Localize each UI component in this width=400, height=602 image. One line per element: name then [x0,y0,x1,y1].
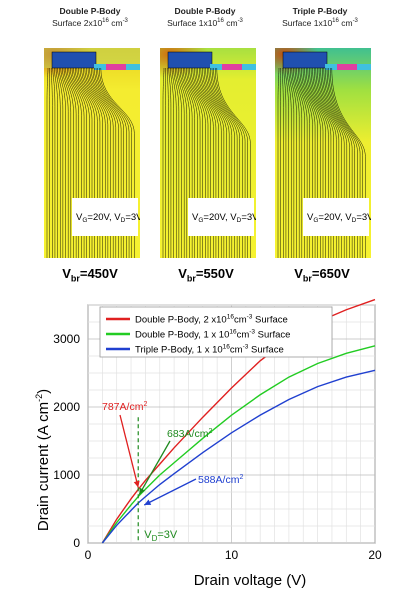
vd-label: VD=3V [144,529,178,543]
y-tick-label: 3000 [53,332,80,346]
panel-2-title: Double P-Body Surface 1x1016 cm-3 [155,6,255,28]
panel-3-title: Triple P-Body Surface 1x1016 cm-3 [270,6,370,28]
annotation-label-2: 683A/cm2 [167,428,212,440]
vbr-label-2: Vbr=550V [178,266,234,284]
vbr-label-3: Vbr=650V [294,266,350,284]
x-tick-label: 20 [368,548,382,562]
y-axis-label: Drain current (A cm-2) [34,389,52,531]
arrow-head [133,480,140,488]
panel-2-surface: Surface 1x1016 cm-3 [167,17,243,28]
annotation-arrow-2 [138,440,171,495]
legend-box [99,306,333,358]
svg-text:VG=20V, VD=3V: VG=20V, VD=3V [307,212,371,224]
tick-labels: 0 10 20 0 1000 2000 3000 [53,332,382,562]
simulation-image-3: VG=20V, VD=3V [275,48,371,258]
x-axis-label: Drain voltage (V) [194,572,307,589]
arrow-head [144,499,152,506]
svg-text:VG=20V, VD=3V: VG=20V, VD=3V [192,212,256,224]
x-tick-label: 0 [85,548,92,562]
vbr-label-1: Vbr=450V [62,266,118,284]
panel-1-surface: Surface 2x1016 cm-3 [52,17,128,28]
legend: Double P-Body, 2 x1016cm-3 Surface Double… [99,306,333,358]
legend-entry-2: Double P-Body, 1 x 1016cm-3 Surface [135,329,290,341]
annotation-label-1: 787A/cm2 [102,401,147,413]
x-tick-label: 10 [225,548,239,562]
simulation-image-2: VG=20V, VD=3V [160,48,256,258]
panel-1-title: Double P-Body Surface 2x1016 cm-3 [40,6,140,28]
iv-chart: 0 10 20 0 1000 2000 3000 VD=3V 787A/cm2 683A/cm2… [34,298,382,589]
simulation-image-1: VG=20V, VD=3V [44,48,140,258]
y-tick-label: 0 [73,536,80,550]
svg-text:VG=20V, VD=3V: VG=20V, VD=3V [76,212,140,224]
annotation-arrow-3 [143,478,197,506]
series-line-3 [101,369,376,544]
legend-entry-1: Double P-Body, 2 x1016cm-3 Surface [135,314,288,326]
panel-1-heading: Double P-Body [59,6,121,16]
annotations: VD=3V 787A/cm2 683A/cm2 588A/cm2 [102,401,243,543]
panel-2-heading: Double P-Body [174,6,236,16]
y-tick-label: 1000 [53,468,80,482]
y-tick-label: 2000 [53,400,80,414]
legend-entry-3: Triple P-Body, 1 x 1016cm-3 Surface [135,344,284,356]
annotation-arrow-1 [119,414,139,488]
series-line-2 [101,345,376,544]
arrow-head [139,487,146,495]
annotation-label-3: 588A/cm2 [198,474,243,486]
panel-3-heading: Triple P-Body [292,6,348,16]
panel-3-surface: Surface 1x1016 cm-3 [282,17,358,28]
